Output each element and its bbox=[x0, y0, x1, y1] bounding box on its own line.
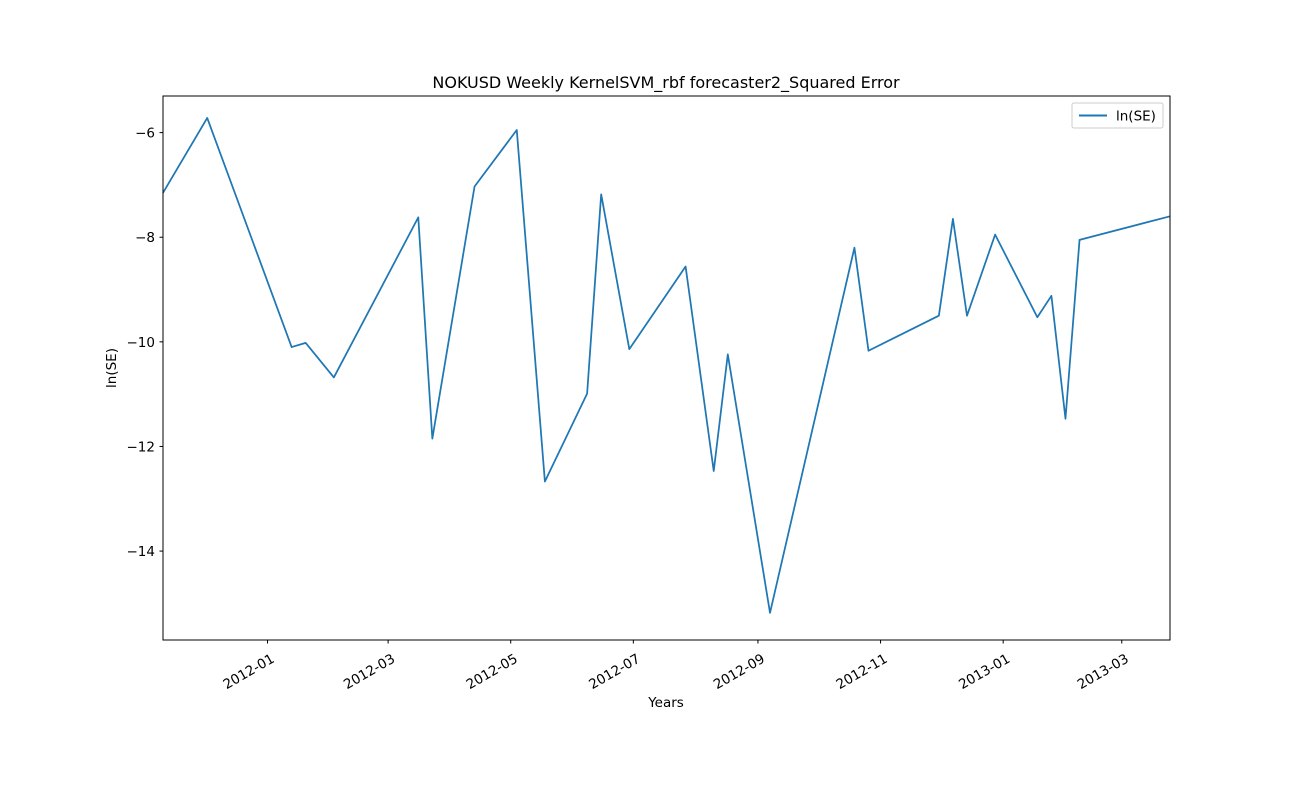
x-tick-label: 2012-05 bbox=[464, 651, 521, 693]
legend-box bbox=[1071, 102, 1164, 129]
x-tick-label: 2012-01 bbox=[220, 651, 277, 693]
y-axis-label: ln(SE) bbox=[104, 348, 120, 388]
chart-title: NOKUSD Weekly KernelSVM_rbf forecaster2_… bbox=[432, 73, 900, 93]
x-tick-label: 2013-01 bbox=[956, 651, 1013, 693]
legend: ln(SE) bbox=[1071, 102, 1164, 129]
x-tick-label: 2012-11 bbox=[834, 651, 891, 693]
x-tick-label: 2012-07 bbox=[586, 651, 643, 693]
y-tick-label: −14 bbox=[127, 544, 156, 560]
x-tick-label: 2012-03 bbox=[341, 651, 398, 693]
x-tick-label: 2013-03 bbox=[1075, 651, 1132, 693]
plot-frame bbox=[162, 95, 1171, 641]
y-tick-label: −6 bbox=[135, 126, 155, 142]
y-tick-label: −10 bbox=[127, 335, 156, 351]
y-tick-label: −12 bbox=[127, 439, 156, 455]
x-tick-label: 2012-09 bbox=[711, 651, 768, 693]
plot-area: −6 −8 −10 −12 −14 2012-01 2012-03 2012-05 2012-0… bbox=[127, 95, 1171, 693]
legend-label: ln(SE) bbox=[1116, 109, 1156, 125]
y-tick-label: −8 bbox=[135, 230, 155, 246]
series-line-0 bbox=[162, 117, 1171, 614]
x-axis-label: Years bbox=[647, 695, 684, 711]
